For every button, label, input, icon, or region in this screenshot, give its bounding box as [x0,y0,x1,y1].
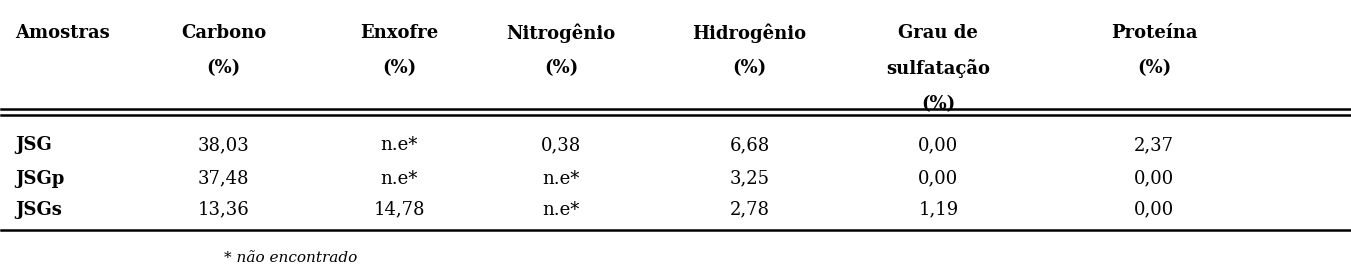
Text: n.e*: n.e* [381,169,417,187]
Text: n.e*: n.e* [542,201,580,219]
Text: 0,38: 0,38 [540,136,581,154]
Text: Nitrogênio: Nitrogênio [507,24,616,43]
Text: 0,00: 0,00 [919,169,958,187]
Text: n.e*: n.e* [542,169,580,187]
Text: 37,48: 37,48 [199,169,250,187]
Text: n.e*: n.e* [381,136,417,154]
Text: Proteína: Proteína [1111,24,1197,42]
Text: 2,37: 2,37 [1133,136,1174,154]
Text: Enxofre: Enxofre [359,24,438,42]
Text: (%): (%) [732,59,767,77]
Text: (%): (%) [543,59,578,77]
Text: Grau de: Grau de [898,24,978,42]
Text: sulfatação: sulfatação [886,59,990,78]
Text: (%): (%) [921,95,955,113]
Text: 6,68: 6,68 [730,136,770,154]
Text: 3,25: 3,25 [730,169,770,187]
Text: Hidrogênio: Hidrogênio [693,24,807,43]
Text: (%): (%) [207,59,240,77]
Text: JSGs: JSGs [15,201,62,219]
Text: Carbono: Carbono [181,24,266,42]
Text: (%): (%) [1138,59,1171,77]
Text: JSG: JSG [15,136,51,154]
Text: JSGp: JSGp [15,169,65,187]
Text: 2,78: 2,78 [730,201,770,219]
Text: 0,00: 0,00 [1133,169,1174,187]
Text: * não encontrado: * não encontrado [224,251,357,264]
Text: Amostras: Amostras [15,24,109,42]
Text: (%): (%) [382,59,416,77]
Text: 13,36: 13,36 [199,201,250,219]
Text: 0,00: 0,00 [919,136,958,154]
Text: 38,03: 38,03 [199,136,250,154]
Text: 1,19: 1,19 [919,201,958,219]
Text: 0,00: 0,00 [1133,201,1174,219]
Text: 14,78: 14,78 [373,201,424,219]
